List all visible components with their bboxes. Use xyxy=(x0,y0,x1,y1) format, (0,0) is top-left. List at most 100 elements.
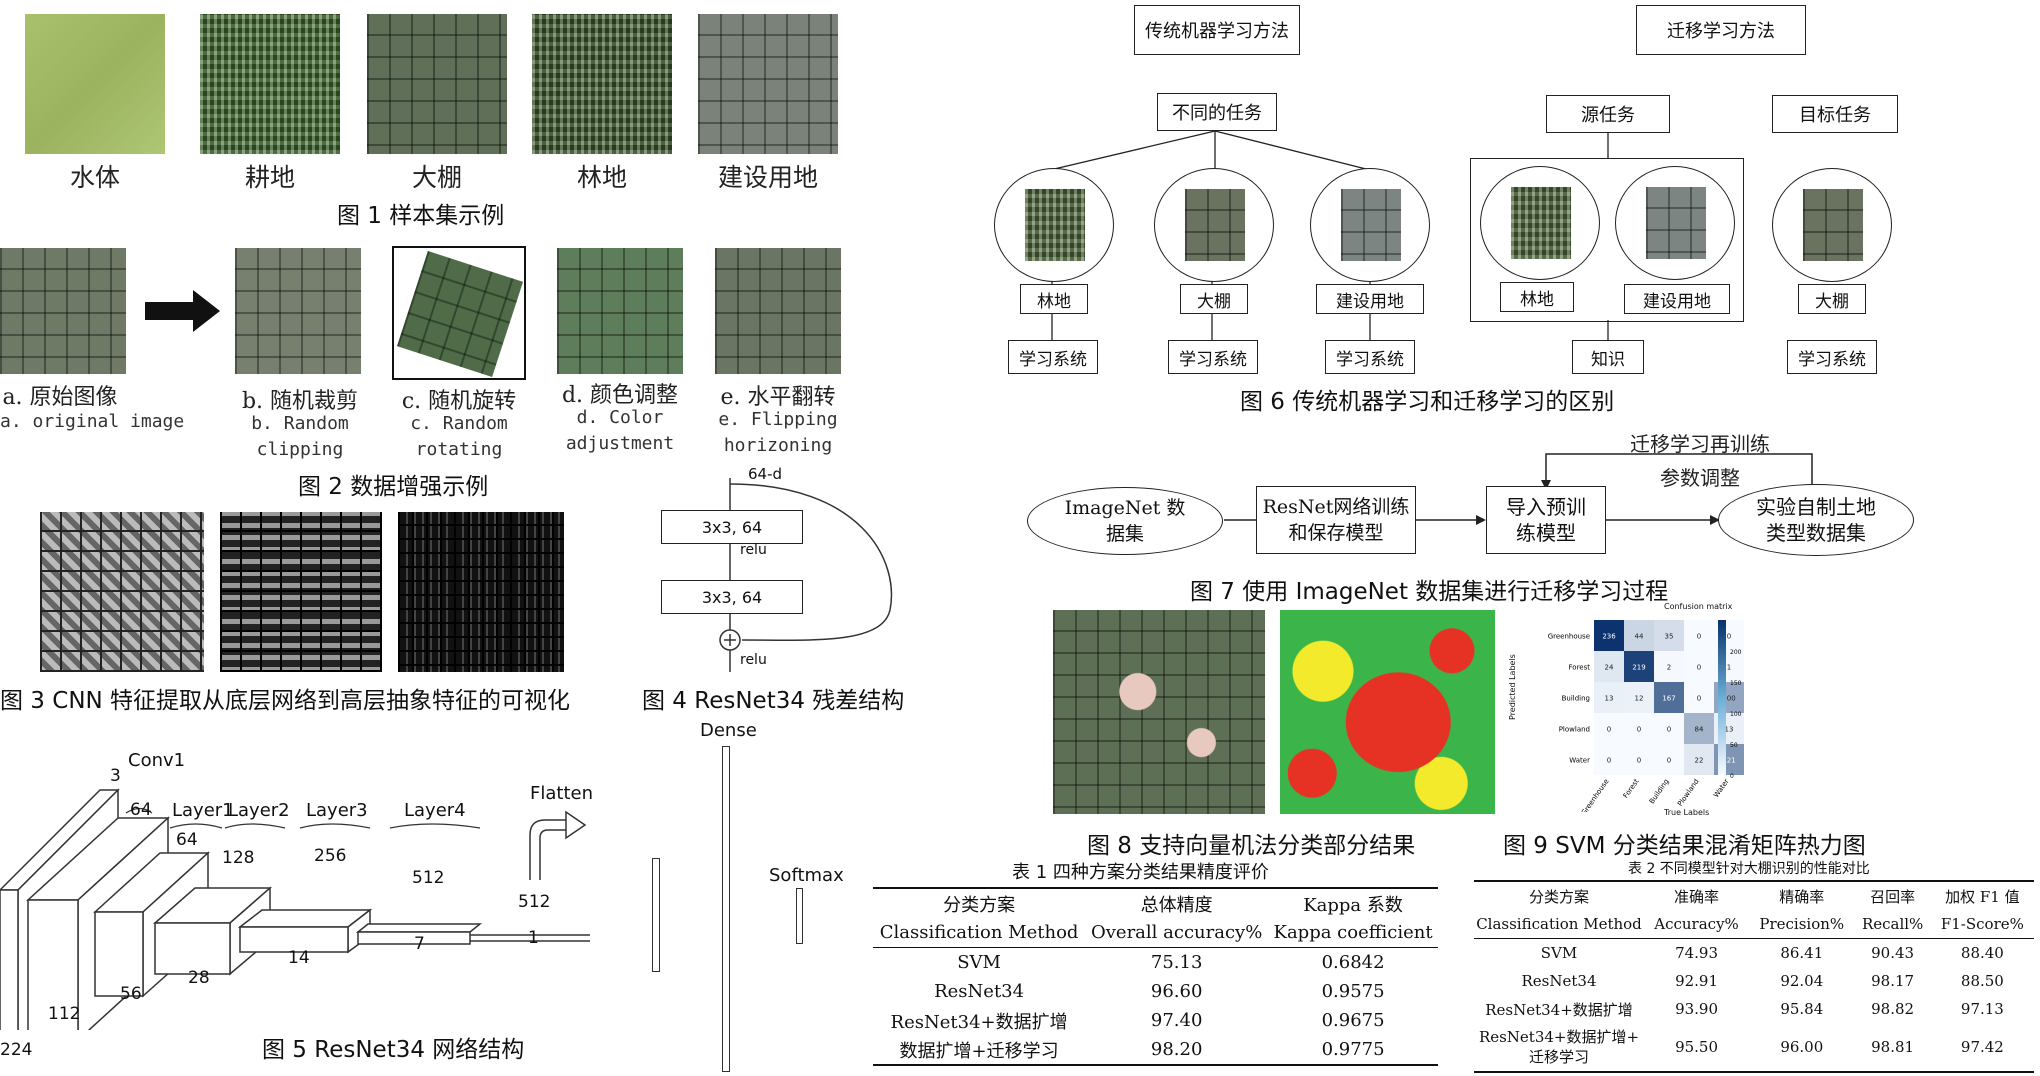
aug-label-zh: b. 随机裁剪 xyxy=(241,389,359,414)
heatmap-value: 0 xyxy=(1727,633,1731,641)
heatmap-cell xyxy=(1594,744,1624,775)
feature-map-mid xyxy=(220,512,382,672)
table-row: 数据扩增+迁移学习 98.20 0.9775 xyxy=(873,1035,1438,1065)
aug-label-zh: e. 水平翻转 xyxy=(720,385,836,410)
fig8-caption: 图 8 支持向量机法分类部分结果 xyxy=(1087,833,1416,859)
node-text: ImageNet 数 xyxy=(1064,497,1186,519)
source-task-group xyxy=(1470,158,1744,322)
dense-layer-bar-1 xyxy=(652,858,660,972)
target-task-node: 目标任务 xyxy=(1772,95,1898,133)
heatmap-cell xyxy=(1684,713,1714,744)
colorbar-tick: 150 xyxy=(1730,680,1742,687)
aug-label-en: clipping xyxy=(256,439,344,460)
dim-label: 14 xyxy=(288,948,310,968)
row-label: Greenhouse xyxy=(1548,633,1590,641)
aug-label-en: a. original image xyxy=(0,411,185,432)
col-label: Forest xyxy=(1622,777,1641,799)
fig4-caption: 图 4 ResNet34 残差结构 xyxy=(642,688,905,714)
dim-label: 112 xyxy=(48,1004,81,1024)
relu-label-2: relu xyxy=(740,652,767,668)
heatmap-value: 13 xyxy=(1605,695,1614,703)
table-cell: 88.40 xyxy=(1960,944,2004,962)
heatmap-value: 167 xyxy=(1662,695,1675,703)
heatmap-value: 84 xyxy=(1695,726,1704,734)
heatmap-cell xyxy=(1684,651,1714,682)
heatmap-value: 22 xyxy=(1695,757,1704,765)
learning-system-node: 学习系统 xyxy=(1008,340,1098,374)
heatmap-value: 35 xyxy=(1665,633,1674,641)
aug-label-en: rotating xyxy=(415,439,503,460)
table-header: 精确率 xyxy=(1779,887,1825,906)
softmax-label: Softmax xyxy=(769,865,844,886)
sample-label: 大棚 xyxy=(411,163,462,192)
flatten-label: Flatten xyxy=(530,783,593,804)
heatmap-value: 236 xyxy=(1602,633,1616,641)
node-text: 导入预训 xyxy=(1506,495,1586,519)
knowledge-node: 知识 xyxy=(1572,340,1644,374)
forest-task-circle xyxy=(994,168,1114,282)
table-header: 召回率 xyxy=(1870,887,1916,906)
table-header-row: 分类方案 准确率 精确率 召回率 加权 F1 值 xyxy=(1474,881,2034,910)
fig1-caption: 图 1 样本集示例 xyxy=(337,203,505,229)
table-cell: 0.9575 xyxy=(1321,981,1385,1002)
table-cell: 74.93 xyxy=(1675,944,1719,962)
aug-label-zh: c. 随机旋转 xyxy=(401,389,517,414)
arrow-right-icon xyxy=(145,290,220,332)
dim-label: 256 xyxy=(314,846,347,866)
fig3-caption: 图 3 CNN 特征提取从底层网络到高层抽象特征的可视化 xyxy=(0,688,571,714)
confusion-xlabel: True Labels xyxy=(1664,808,1710,817)
layer2-label: Layer2 xyxy=(228,800,290,821)
table-cell: ResNet34 xyxy=(1521,972,1597,990)
aug-label-en: horizoning xyxy=(723,435,833,456)
colorbar xyxy=(1718,620,1726,775)
table-cell-line: ResNet34+数据扩增+ xyxy=(1478,1028,1640,1046)
table-header: Kappa 系数 xyxy=(1303,894,1403,916)
heatmap-cell xyxy=(1684,744,1714,775)
heatmap-cell xyxy=(1594,682,1624,713)
resnet-architecture-diagram xyxy=(0,788,590,1030)
svm-classification-map xyxy=(1280,610,1495,814)
table-header-row: 分类方案 总体精度 Kappa 系数 xyxy=(873,888,1438,918)
node-text: 练模型 xyxy=(1516,521,1576,545)
sample-label: 水体 xyxy=(69,163,120,192)
aug-label-en: c. Random xyxy=(410,413,508,434)
table-cell: ResNet34+数据扩增 xyxy=(1485,1000,1633,1019)
table-header: Overall accuracy% xyxy=(1090,922,1263,943)
relu-label-1: relu xyxy=(740,542,767,558)
param-tune-label: 参数调整 xyxy=(1660,466,1740,490)
sample-label: 林地 xyxy=(576,163,627,192)
table-header: Accuracy% xyxy=(1654,915,1739,933)
heatmap-value: 24 xyxy=(1605,664,1614,672)
conv-layer-1: 3x3, 64 xyxy=(661,510,803,544)
heatmap-cell xyxy=(1624,651,1654,682)
layer1-label: Layer1 xyxy=(172,800,234,821)
heatmap-value: 0 xyxy=(1697,633,1701,641)
table-cell: 98.82 xyxy=(1871,1000,1915,1018)
heatmap-cell xyxy=(1684,682,1714,713)
row-label: Forest xyxy=(1569,664,1591,672)
fig2-caption: 图 2 数据增强示例 xyxy=(298,474,489,500)
table-header-row: Classification Method Accuracy% Precisio… xyxy=(1474,910,2034,939)
node-text: 实验自制土地 xyxy=(1756,495,1876,519)
flip-image xyxy=(715,248,841,374)
table-header-row: Classification Method Overall accuracy% … xyxy=(873,918,1438,948)
table2-grid: 分类方案 准确率 精确率 召回率 加权 F1 值 Classification … xyxy=(1474,880,2034,1073)
row-label: Building xyxy=(1562,695,1590,703)
heatmap-cell xyxy=(1654,620,1684,651)
fig6-connectors xyxy=(1049,130,1609,340)
table-cell: 90.43 xyxy=(1871,944,1915,962)
transfer-learning-title: 迁移学习方法 xyxy=(1636,5,1806,55)
table-row: ResNet34+数据扩增+ 迁移学习 95.50 96.00 98.81 97… xyxy=(1474,1023,2034,1072)
task-label-greenhouse: 大棚 xyxy=(1180,284,1248,314)
table-header: F1-Score% xyxy=(1940,915,2024,933)
table-header: 总体精度 xyxy=(1140,894,1213,916)
confusion-ylabel: Predicted Labels xyxy=(1508,654,1517,720)
table-cell: 93.90 xyxy=(1675,1000,1719,1018)
heatmap-value: 0 xyxy=(1607,757,1611,765)
confusion-title: Confusion matrix xyxy=(1664,602,1733,611)
col-label: Building xyxy=(1648,778,1671,806)
task-label-building: 建设用地 xyxy=(1316,284,1424,314)
color-adjust-image xyxy=(557,248,683,374)
dim-label: 3 xyxy=(110,766,121,786)
heatmap-value: 0 xyxy=(1667,757,1671,765)
